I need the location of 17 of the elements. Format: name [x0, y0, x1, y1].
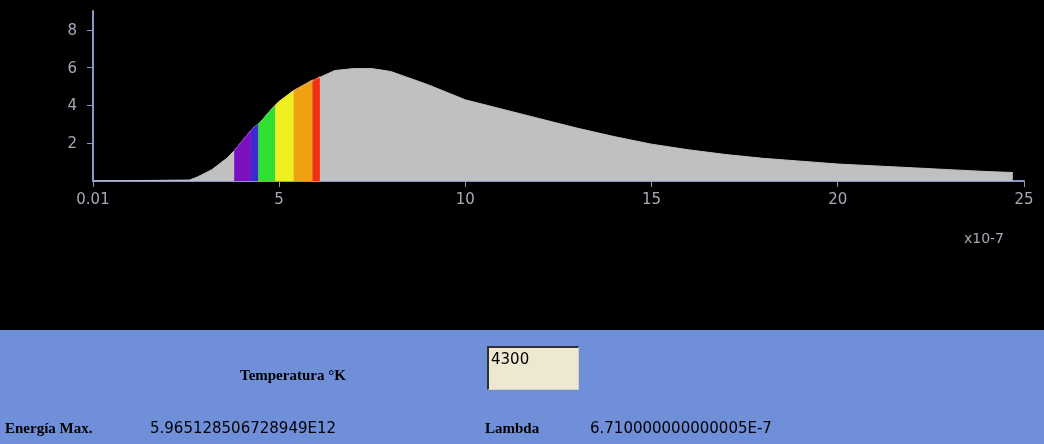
x-tick-label: 15 [641, 189, 661, 208]
x-tick-label: 20 [828, 189, 848, 208]
text: Lambda [485, 420, 540, 437]
x-tick-label: 0.01 [76, 189, 110, 208]
y-tick-label: 2 [67, 134, 77, 153]
y-tick-label: 4 [67, 96, 77, 115]
text: Temperatura °K [240, 367, 346, 384]
x-tick-label: 10 [455, 189, 475, 208]
x-tick-label: 5 [274, 189, 284, 208]
text-field: 4300 [487, 346, 579, 390]
y-tick-label: 6 [67, 58, 77, 77]
x-tick-label: 25 [1014, 189, 1034, 208]
y-tick-label: 8 [67, 20, 77, 39]
x-axis-title: x10-7 [963, 230, 1004, 246]
text: 6.710000000000005E-7 [590, 419, 772, 437]
text: Energía Max. [5, 420, 93, 437]
text: 5.965128506728949E12 [150, 419, 337, 437]
